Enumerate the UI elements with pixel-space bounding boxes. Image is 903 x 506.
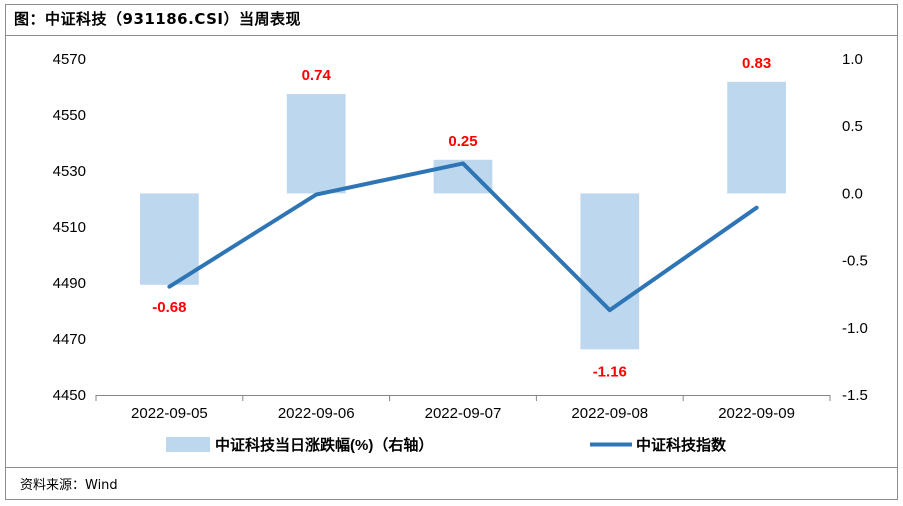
x-axis: 2022-09-05 2022-09-06 2022-09-07 2022-09-08…	[95, 395, 831, 422]
bar	[727, 81, 786, 194]
chart-frame	[5, 4, 898, 500]
legend-line-label: 中证科技指数	[636, 436, 727, 454]
right-axis-tick-label: 1.0	[842, 51, 863, 68]
left-axis-tick-label: 4530	[53, 163, 86, 180]
x-axis-tick-label: 2022-09-07	[425, 405, 502, 422]
x-axis-tick-label: 2022-09-09	[718, 405, 795, 422]
left-axis-tick-label: 4470	[53, 331, 86, 348]
chart-area: 4570 4550 4530 4510 4490 4470 4450 1.0 0.5 0.0 -0…	[53, 51, 868, 454]
source-note: 资料来源：Wind	[20, 478, 118, 493]
bar	[286, 93, 346, 194]
source-divider	[5, 467, 898, 468]
index-line	[167, 161, 759, 313]
legend: 中证科技当日涨跌幅(%)（右轴） 中证科技指数	[166, 436, 727, 454]
right-axis: 1.0 0.5 0.0 -0.5 -1.0 -1.5	[842, 51, 868, 404]
x-axis-tick-label: 2022-09-06	[278, 405, 355, 422]
bar-value-label: -1.16	[593, 363, 627, 380]
legend-bar-swatch	[166, 437, 210, 452]
x-axis-tick-label: 2022-09-08	[571, 405, 648, 422]
bar-value-label: -0.68	[152, 299, 186, 316]
left-axis-tick-label: 4550	[53, 107, 86, 124]
bar-data-labels: -0.68 0.74 0.25 -1.16 0.83	[152, 55, 771, 380]
left-axis-tick-label: 4570	[53, 51, 86, 68]
right-axis-tick-label: -0.5	[842, 253, 868, 270]
right-axis-tick-label: -1.0	[842, 320, 868, 337]
left-axis: 4570 4550 4530 4510 4490 4470 4450	[53, 51, 86, 404]
bar	[140, 193, 199, 285]
bar-value-label: 0.83	[742, 55, 771, 72]
chart-title: 图：中证科技（931186.CSI）当周表现	[14, 10, 301, 28]
right-axis-tick-label: -1.5	[842, 387, 868, 404]
left-axis-tick-label: 4490	[53, 275, 86, 292]
right-axis-tick-label: 0.0	[842, 185, 863, 202]
bar	[580, 193, 640, 350]
bar-series	[140, 81, 786, 350]
x-axis-tick-label: 2022-09-05	[131, 405, 208, 422]
bar-value-label: 0.25	[448, 133, 477, 150]
right-axis-tick-label: 0.5	[842, 118, 863, 135]
title-divider	[5, 35, 898, 36]
line-series	[167, 161, 759, 313]
left-axis-tick-label: 4510	[53, 219, 86, 236]
legend-bar-label: 中证科技当日涨跌幅(%)（右轴）	[215, 436, 433, 454]
left-axis-tick-label: 4450	[53, 387, 86, 404]
bar-value-label: 0.74	[302, 67, 332, 84]
